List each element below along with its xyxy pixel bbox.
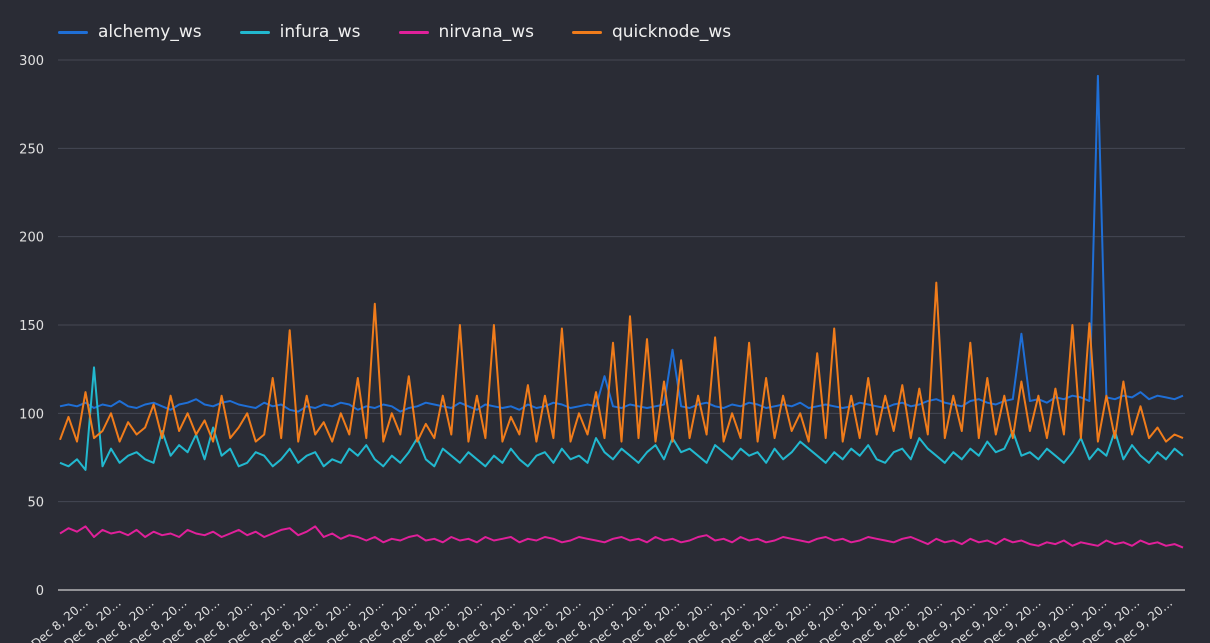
x-axis-ticks: Dec 8, 20…Dec 8, 20…Dec 8, 20…Dec 8, 20…… [29,596,1175,643]
legend-item-quicknode[interactable]: quicknode_ws [571,22,732,42]
legend-label-nirvana: nirvana_ws [438,22,534,42]
y-tick-label: 100 [19,407,44,422]
series-line-infura_ws [59,366,1184,471]
series-line-quicknode_ws [59,281,1184,443]
legend-item-nirvana[interactable]: nirvana_ws [398,22,534,42]
y-tick-label: 200 [19,231,44,246]
legend-item-infura[interactable]: infura_ws [239,22,361,42]
series-line-alchemy_ws [59,74,1184,413]
legend-swatch-infura [239,30,270,34]
y-tick-label: 250 [19,142,44,157]
legend-item-alchemy[interactable]: alchemy_ws [58,22,202,42]
legend: alchemy_ws infura_ws nirvana_ws quicknod… [58,22,731,42]
legend-label-infura: infura_ws [279,22,361,42]
y-axis-ticks: 0 50 100 150 200 250 300 [19,54,44,599]
series-line-nirvana_ws [59,525,1184,549]
y-tick-label: 0 [36,584,44,599]
grid-lines [58,59,1185,591]
legend-label-alchemy: alchemy_ws [98,22,202,42]
y-tick-label: 300 [19,54,44,69]
y-tick-label: 150 [19,319,44,334]
series-lines [59,74,1184,549]
legend-label-quicknode: quicknode_ws [611,22,732,42]
y-tick-label: 50 [27,496,44,511]
legend-swatch-alchemy [58,30,88,34]
legend-swatch-nirvana [398,30,429,34]
legend-swatch-quicknode [571,30,602,34]
